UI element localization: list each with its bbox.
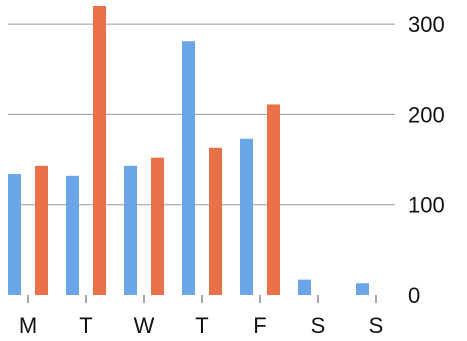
bar-series-1-0: [8, 173, 21, 295]
bars: [8, 6, 369, 295]
x-tick-label: W: [134, 313, 155, 338]
bar-series-1-6: [356, 283, 369, 295]
bar-series-1-5: [298, 279, 311, 295]
y-tick-label: 300: [408, 12, 445, 37]
x-tick-label: S: [369, 313, 384, 338]
x-axis-ticks: [27, 295, 377, 303]
y-tick-label: 200: [408, 102, 445, 127]
bar-series-2-4: [267, 104, 280, 295]
x-tick-label: T: [195, 313, 208, 338]
bar-series-2-0: [35, 165, 48, 295]
bar-series-1-1: [66, 175, 79, 295]
x-tick-label: S: [311, 313, 326, 338]
bar-series-2-2: [151, 157, 164, 295]
bar-series-2-3: [209, 147, 222, 295]
y-axis-labels: 0 100 200 300: [408, 12, 445, 308]
bar-series-2-1: [93, 6, 106, 295]
y-tick-label: 100: [408, 193, 445, 218]
bar-series-1-3: [182, 41, 195, 295]
x-tick-label: M: [19, 313, 37, 338]
x-tick-label: F: [253, 313, 266, 338]
y-tick-label: 0: [408, 283, 420, 308]
bar-series-1-2: [124, 165, 137, 295]
x-tick-label: T: [79, 313, 92, 338]
bar-series-1-4: [240, 138, 253, 295]
